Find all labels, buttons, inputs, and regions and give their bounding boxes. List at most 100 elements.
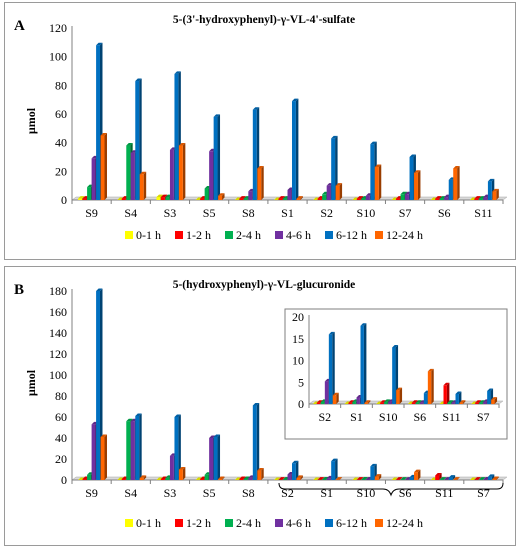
chart-a-bar xyxy=(296,196,303,200)
chart-b-inset-bar-front xyxy=(491,399,495,404)
chart-b-inset-bar-front xyxy=(380,402,384,404)
chart-b-bar-side xyxy=(321,477,325,480)
chart-a-category-label: S2 xyxy=(320,206,333,220)
chart-a-bar-side xyxy=(139,78,142,200)
chart-b-y-tick: 160 xyxy=(49,305,67,319)
chart-b-inset-bar-top xyxy=(396,387,403,391)
chart-a-bar-top xyxy=(178,143,186,146)
chart-b-inset-bar-side xyxy=(462,400,466,404)
chart-b-bar-top xyxy=(317,477,325,480)
chart-b-bar-top xyxy=(469,477,477,480)
chart-b-legend-swatch xyxy=(125,519,133,527)
chart-b-y-tick: 180 xyxy=(49,284,67,298)
chart-b-inset-bar-side xyxy=(363,323,367,404)
chart-b-bar-front xyxy=(243,478,248,480)
chart-a-bar-top xyxy=(234,197,242,200)
chart-b-inset-bar-front xyxy=(455,393,459,404)
chart-b-legend-label: 6-12 h xyxy=(336,516,367,530)
chart-b-bar-front xyxy=(209,438,214,480)
chart-b-inset-category-label: S7 xyxy=(477,410,490,424)
chart-b-inset-y-tick: 10 xyxy=(292,354,304,368)
chart-b-bar-side xyxy=(491,474,495,480)
chart-b-category-label: S11 xyxy=(435,486,453,500)
chart-a-bar-front xyxy=(82,198,87,200)
chart-a-bar-front xyxy=(487,181,492,200)
chart-b-inset-bar-front xyxy=(364,402,368,404)
chart-a-bar-front xyxy=(396,198,400,200)
chart-b-bar-side xyxy=(457,477,460,480)
chart-a-bar-front xyxy=(414,172,418,200)
chart-b-inset-bar-top xyxy=(447,400,454,403)
chart-b-bar xyxy=(234,477,242,480)
chart-b-bar-side xyxy=(282,477,285,480)
chart-a-svg: A 5-(3'-hydroxyphenyl)-γ-VL-4'-sulfate µmo… xyxy=(14,14,508,242)
chart-b-bar xyxy=(313,477,320,480)
chart-a-bar-side xyxy=(222,193,225,200)
chart-b-y-axis-label: µmol xyxy=(24,369,38,396)
chart-b-category-label: S6 xyxy=(399,486,412,500)
chart-b-bar-top xyxy=(126,418,133,422)
chart-a-bar-front xyxy=(439,198,444,200)
chart-a-bar-front xyxy=(204,188,209,200)
chart-b-inset-bar-top xyxy=(459,400,466,403)
chart-a-y-tick: 60 xyxy=(55,107,67,121)
chart-b-bar xyxy=(361,476,368,480)
chart-b-inset-bar-top xyxy=(360,323,367,326)
chart-panel-b: B 5-(hydroxyphenyl)-γ-VL-glucuronide µmol 0… xyxy=(4,266,516,546)
chart-b-bar-front xyxy=(283,479,287,480)
chart-a-bar-front xyxy=(292,101,296,200)
chart-b-inset-bar-front xyxy=(328,334,333,404)
chart-b-bar-front xyxy=(239,478,244,480)
chart-b-bar-front xyxy=(213,436,218,480)
chart-a-category-label: S1 xyxy=(281,206,294,220)
chart-a-bar-front xyxy=(356,198,361,200)
chart-b-bar xyxy=(174,414,181,480)
chart-a-bar-front xyxy=(400,194,405,200)
chart-b-bar-top xyxy=(178,467,186,470)
chart-a-bar-top xyxy=(274,197,281,200)
chart-b-inset-bar-top xyxy=(479,400,486,403)
chart-a-bar xyxy=(117,197,124,200)
chart-a-bar-top xyxy=(156,194,163,198)
chart-a-bar-front xyxy=(409,157,414,200)
chart-a-legend-swatch xyxy=(175,231,183,239)
chart-b-bar-side xyxy=(399,477,403,480)
chart-a-bar xyxy=(257,165,264,200)
chart-b-legend-label: 2-4 h xyxy=(236,516,261,530)
chart-b-bar-side xyxy=(478,477,481,480)
chart-b-inset-bar xyxy=(344,401,351,404)
chart-b-legend-swatch xyxy=(375,519,383,527)
chart-b-bar-front xyxy=(130,421,135,480)
chart-a-bar-top xyxy=(296,196,303,199)
chart-b-bar-front xyxy=(370,466,375,480)
chart-b-inset-bar-side xyxy=(336,392,339,404)
chart-b-inset-bar-front xyxy=(332,395,337,404)
chart-b-bar xyxy=(296,475,303,480)
chart-b-bar-top xyxy=(356,477,364,480)
chart-b-inset-bar xyxy=(455,391,462,404)
chart-a-y-tick: 80 xyxy=(55,78,67,92)
chart-a-bar-top xyxy=(374,164,382,168)
chart-a-bar-top xyxy=(352,197,359,200)
chart-a-bar-top xyxy=(126,143,133,146)
chart-b-bar-top xyxy=(331,458,338,462)
chart-b-bar-top xyxy=(396,477,403,480)
chart-b-inset-bar-top xyxy=(348,400,355,403)
chart-a-bar xyxy=(218,193,225,200)
chart-a-bar xyxy=(234,197,242,200)
chart-b-bar-top xyxy=(435,472,442,476)
chart-b-bar-side xyxy=(295,460,299,480)
chart-b-inset-bar-front xyxy=(411,402,416,404)
chart-b-inset-bar-top xyxy=(471,401,478,404)
chart-b-bar xyxy=(487,474,495,480)
chart-b-bar-top xyxy=(160,476,168,479)
chart-a-bar-front xyxy=(160,197,165,200)
chart-a-bar xyxy=(313,197,320,200)
chart-b-bar-top xyxy=(252,402,260,406)
chart-b-y-tick: 120 xyxy=(49,347,67,361)
chart-a-bar-front xyxy=(257,168,262,200)
chart-a-bar-front xyxy=(156,197,161,200)
chart-b-bar xyxy=(474,477,481,480)
chart-b-bar-front xyxy=(252,405,257,480)
chart-a-bar xyxy=(135,78,142,200)
